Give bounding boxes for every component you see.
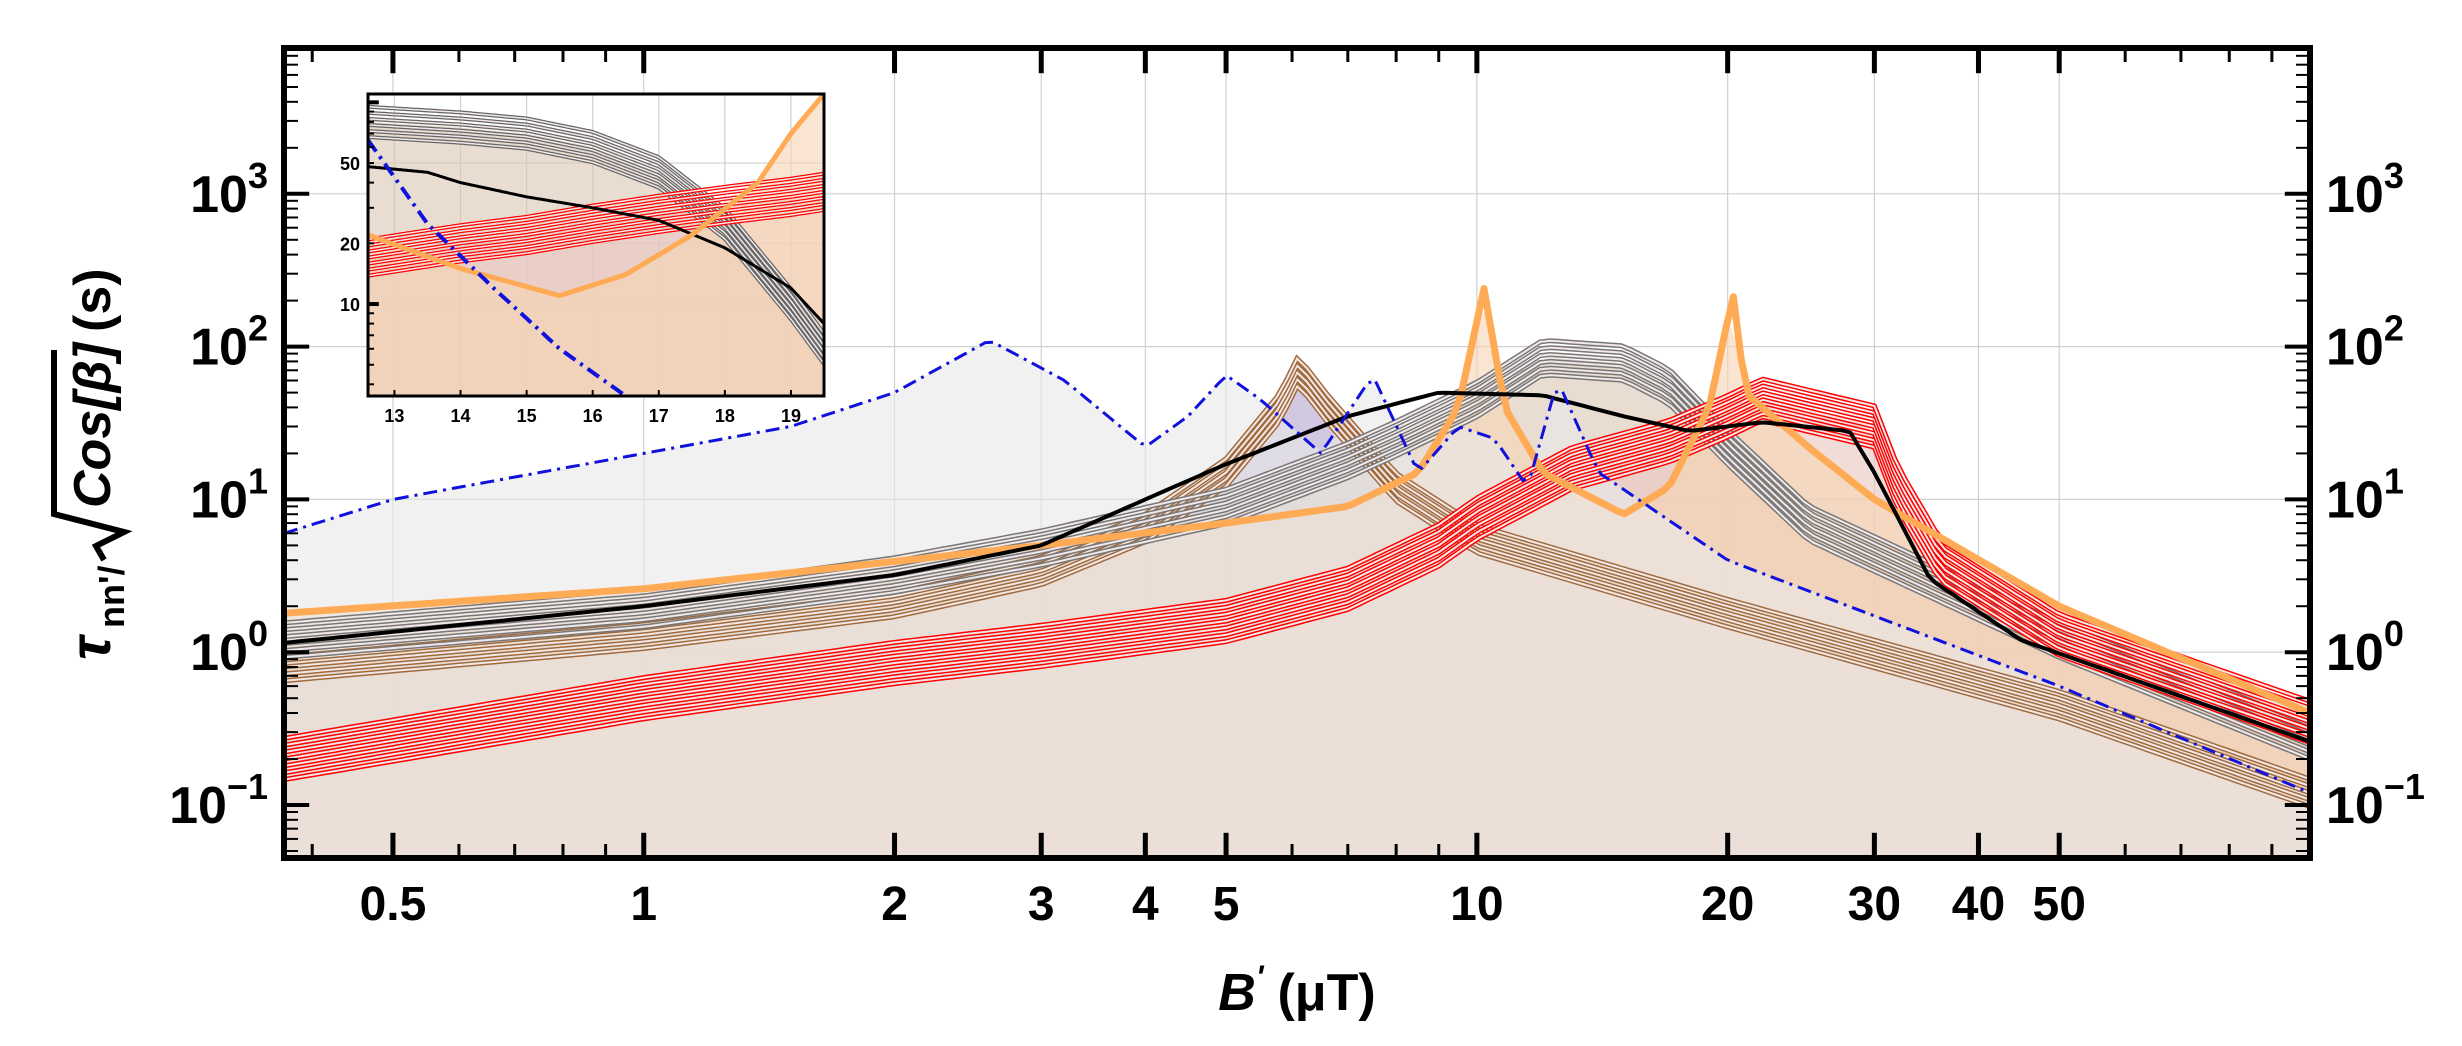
y-tick-exponent: −1 — [2384, 766, 2425, 807]
red-band-line-inner — [284, 384, 2310, 747]
y-tick-label-right: 102 — [2326, 308, 2404, 377]
y-tick-label-right: 103 — [2326, 155, 2404, 224]
y-axis-radical-sign — [51, 350, 133, 562]
x-tick-label: 17 — [649, 406, 669, 426]
orange-line — [284, 285, 2310, 717]
y-tick-label-left: 102 — [190, 308, 268, 377]
gray-band-line-inner — [284, 374, 2310, 760]
orange-line — [368, 94, 824, 299]
y-tick-label-left: 100 — [190, 613, 268, 682]
x-tick-label: 14 — [451, 406, 471, 426]
y-axis-unit: (s) — [64, 268, 122, 332]
x-tick-label: 10 — [1450, 878, 1503, 931]
y-tick-label-right: 101 — [2326, 460, 2404, 529]
inset-chart — [366, 92, 826, 398]
x-tick-label: 20 — [1701, 878, 1754, 931]
y-tick-base: 10 — [190, 166, 248, 224]
y-tick-base: 10 — [169, 777, 227, 835]
y-tick-label-right: 10−1 — [2326, 766, 2425, 835]
y-tick-base: 10 — [2326, 624, 2384, 682]
purple-band-line-inner — [284, 377, 2310, 801]
red-band-line-inner — [368, 191, 824, 259]
x-tick-label: 3 — [1028, 878, 1055, 931]
x-axis-prime: ' — [1256, 959, 1265, 995]
x-tick-label: 1 — [630, 878, 657, 931]
red-band-line-inner — [284, 391, 2310, 754]
inset-x-tick-labels: 13 14 15 16 17 18 19 — [384, 406, 801, 426]
y-tick-exponent: 1 — [248, 460, 268, 501]
y-tick-base: 10 — [190, 319, 248, 377]
x-tick-label: 4 — [1132, 878, 1159, 931]
x-tick-label: 19 — [781, 406, 801, 426]
y-tick-base: 10 — [190, 624, 248, 682]
x-tick-label: 0.5 — [360, 878, 427, 931]
x-tick-label: 50 — [2033, 878, 2086, 931]
red-band-line-inner — [368, 172, 824, 241]
y-axis-subscript: nn'/ — [91, 565, 132, 628]
y-tick-label-left: 101 — [190, 460, 268, 529]
y-tick-label-left: 103 — [190, 155, 268, 224]
x-axis-symbol: B — [1218, 964, 1256, 1022]
blue-dash-dot-line — [284, 340, 2310, 795]
x-tick-label: 13 — [384, 406, 404, 426]
main-x-tick-labels: 0.5 1 2 3 4 5 10 20 30 40 50 — [360, 878, 2086, 931]
inset-frame — [366, 92, 826, 398]
y-tick-exponent: 0 — [248, 613, 268, 654]
x-tick-label: 16 — [583, 406, 603, 426]
x-tick-label: 15 — [517, 406, 537, 426]
y-axis-radicand: Cos[β] — [64, 341, 122, 508]
gray-band-line-inner — [368, 136, 824, 365]
inset-series-fills — [368, 94, 824, 396]
y-tick-base: 10 — [2326, 777, 2384, 835]
orange-fill — [368, 94, 824, 396]
red-band-line-inner — [368, 203, 824, 271]
y-axis-tau: τ — [58, 633, 123, 660]
y-tick-exponent: 2 — [2384, 308, 2404, 349]
y-tick-exponent: 3 — [248, 155, 268, 196]
x-axis-unit: (μT) — [1277, 964, 1375, 1022]
y-tick-exponent: 2 — [248, 308, 268, 349]
y-tick-base: 10 — [2326, 166, 2384, 224]
y-axis-title: τ nn'/ Cos[β] (s) — [51, 268, 133, 660]
inset-y-tick-label: 50 — [340, 154, 360, 174]
red-band-line-inner — [284, 419, 2310, 781]
y-tick-label-left: 10−1 — [169, 766, 268, 835]
red-band-line-inner — [284, 412, 2310, 774]
gray-band-line-inner — [368, 124, 824, 353]
y-tick-base: 10 — [2326, 319, 2384, 377]
red-band-line-inner — [284, 398, 2310, 760]
main-series-lines — [284, 285, 2310, 810]
y-tick-label-right: 100 — [2326, 613, 2404, 682]
inset-y-tick-label: 20 — [340, 234, 360, 254]
x-tick-label: 5 — [1213, 878, 1240, 931]
x-tick-label: 18 — [715, 406, 735, 426]
y-tick-base: 10 — [190, 471, 248, 529]
red-band-line-inner — [284, 405, 2310, 767]
x-axis-title: B' (μT) — [1218, 959, 1375, 1022]
purple-band-line-inner — [284, 370, 2310, 794]
gray-band-line-inner — [368, 112, 824, 341]
gray-band-line-inner — [368, 118, 824, 347]
y-tick-exponent: 3 — [2384, 155, 2404, 196]
red-band-line-inner — [368, 197, 824, 265]
x-tick-label: 40 — [1952, 878, 2005, 931]
y-tick-exponent: 0 — [2384, 613, 2404, 654]
inset-series-lines — [368, 94, 824, 396]
x-tick-label: 2 — [881, 878, 908, 931]
black-line — [284, 390, 2310, 744]
y-tick-exponent: 1 — [2384, 460, 2404, 501]
inset-y-tick-labels: 10 20 50 — [340, 154, 360, 315]
purple-band-line-inner — [284, 384, 2310, 808]
x-tick-label: 30 — [1848, 878, 1901, 931]
y-tick-base: 10 — [2326, 471, 2384, 529]
inset-y-tick-label: 10 — [340, 295, 360, 315]
main-plot-frame — [281, 45, 2313, 861]
gray-band-line-inner — [368, 106, 824, 335]
y-tick-exponent: −1 — [227, 766, 268, 807]
black-line — [368, 165, 824, 325]
